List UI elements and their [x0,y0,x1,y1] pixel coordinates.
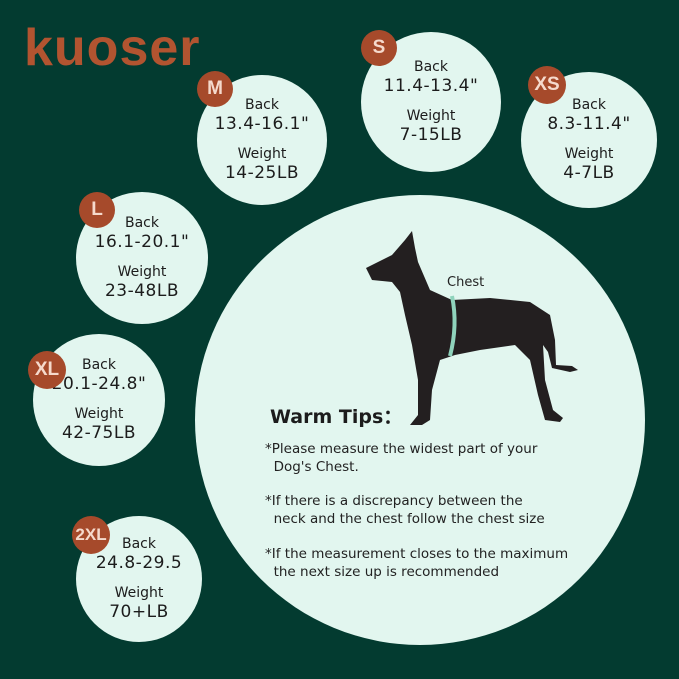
back-label: Back [572,97,606,113]
weight-label: Weight [406,108,456,124]
size-card-xs: Back 8.3-11.4" Weight 4-7LB [521,72,657,208]
size-badge-s: S [361,30,397,66]
weight-value: 70+LB [109,602,169,622]
tips-title: Warm Tips： [270,406,403,428]
weight-value: 14-25LB [224,163,300,183]
tip-item: *If there is a discrepancy between the n… [265,493,545,527]
back-value: 20.1-24.8" [51,374,147,394]
size-badge-xs: XS [528,66,566,104]
brand-logo: kuoser [24,19,201,77]
back-value: 8.3-11.4" [547,114,631,134]
chest-label: Chest [447,275,485,290]
size-badge-m: M [197,71,233,107]
back-label: Back [245,97,279,113]
back-value: 24.8-29.5 [95,553,183,573]
back-value: 16.1-20.1" [94,232,190,252]
weight-label: Weight [114,585,164,601]
weight-label: Weight [237,146,287,162]
tip-item: *If the measurement closes to the maximu… [265,546,569,580]
back-label: Back [122,536,156,552]
back-label: Back [82,357,116,373]
weight-value: 23-48LB [104,281,180,301]
weight-value: 42-75LB [61,423,137,443]
size-badge-xl: XL [28,351,66,389]
weight-value: 7-15LB [399,125,463,145]
size-badge-2xl: 2XL [72,516,110,554]
tip-item: *Please measure the widest part of your … [265,441,538,475]
back-value: 13.4-16.1" [214,114,310,134]
weight-label: Weight [564,146,614,162]
weight-label: Weight [74,406,124,422]
back-value: 11.4-13.4" [383,76,479,96]
back-label: Back [414,59,448,75]
weight-label: Weight [117,264,167,280]
size-badge-l: L [79,192,115,228]
weight-value: 4-7LB [563,163,615,183]
back-label: Back [125,215,159,231]
